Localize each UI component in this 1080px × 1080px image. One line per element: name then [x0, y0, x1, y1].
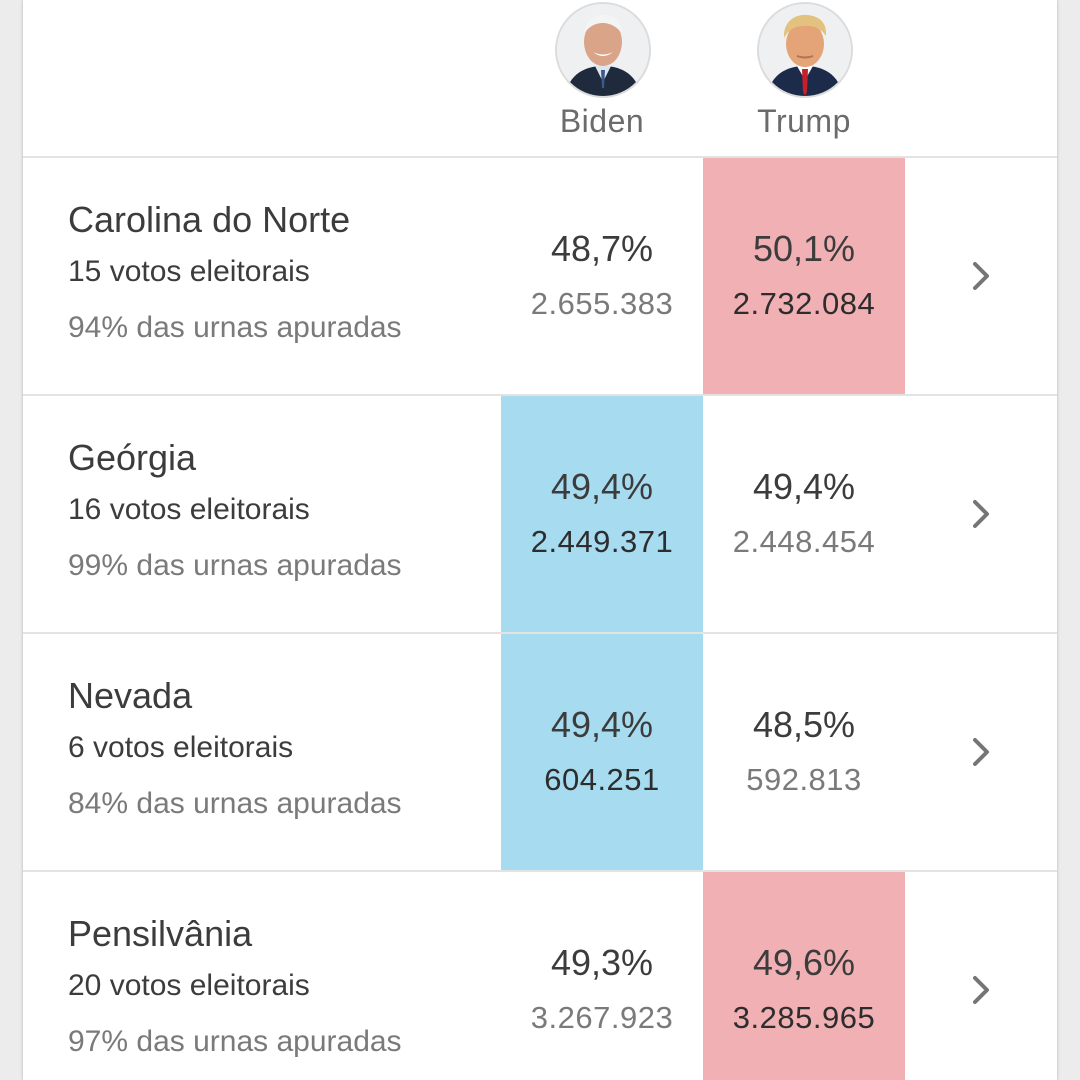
state-name: Nevada [68, 675, 193, 716]
state-info: Geórgia 16 votos eleitorais 99% das urna… [68, 436, 508, 584]
results-card: Biden Trump Carolina do Norte 15 votos e… [23, 0, 1057, 1080]
biden-percentage: 48,7% [550, 228, 654, 269]
chevron-right-icon[interactable] [963, 258, 999, 294]
trump-result-cell: 49,4% 2.448.454 [703, 396, 905, 632]
biden-avatar-icon [555, 2, 651, 98]
counted-percentage: 99% das urnas apuradas [68, 549, 402, 582]
biden-vote-count: 2.655.383 [530, 286, 674, 321]
trump-vote-count: 2.448.454 [732, 524, 876, 559]
trump-vote-count: 3.285.965 [732, 1000, 876, 1035]
state-name: Carolina do Norte [68, 199, 351, 240]
state-name: Geórgia [68, 437, 197, 478]
counted-percentage: 97% das urnas apuradas [68, 1025, 402, 1058]
chevron-right-icon[interactable] [963, 496, 999, 532]
electoral-votes: 6 votos eleitorais [68, 731, 294, 764]
biden-result-cell: 49,4% 604.251 [501, 634, 703, 870]
counted-percentage: 94% das urnas apuradas [68, 311, 402, 344]
trump-result-cell: 50,1% 2.732.084 [703, 158, 905, 394]
trump-percentage: 49,6% [752, 942, 856, 983]
biden-vote-count: 604.251 [544, 762, 660, 797]
biden-result-cell: 49,4% 2.449.371 [501, 396, 703, 632]
trump-result-cell: 49,6% 3.285.965 [703, 872, 905, 1080]
electoral-votes: 15 votos eleitorais [68, 255, 310, 288]
candidate-trump: Trump [703, 0, 905, 156]
trump-result-cell: 48,5% 592.813 [703, 634, 905, 870]
candidate-name-trump: Trump [757, 103, 851, 139]
trump-percentage: 48,5% [752, 704, 856, 745]
chevron-right-icon[interactable] [963, 734, 999, 770]
candidate-biden: Biden [501, 0, 703, 156]
electoral-votes: 16 votos eleitorais [68, 493, 310, 526]
trump-avatar-icon [757, 2, 853, 98]
trump-vote-count: 2.732.084 [732, 286, 876, 321]
state-row-georgia[interactable]: Geórgia 16 votos eleitorais 99% das urna… [23, 396, 1057, 634]
state-info: Carolina do Norte 15 votos eleitorais 94… [68, 198, 508, 346]
trump-percentage: 49,4% [752, 466, 856, 507]
candidates-header: Biden Trump [23, 0, 1057, 158]
biden-percentage: 49,4% [550, 704, 654, 745]
biden-percentage: 49,4% [550, 466, 654, 507]
state-row-carolina-do-norte[interactable]: Carolina do Norte 15 votos eleitorais 94… [23, 158, 1057, 396]
state-info: Nevada 6 votos eleitorais 84% das urnas … [68, 674, 508, 822]
biden-vote-count: 2.449.371 [530, 524, 674, 559]
state-name: Pensilvânia [68, 913, 253, 954]
state-row-pensilvania[interactable]: Pensilvânia 20 votos eleitorais 97% das … [23, 872, 1057, 1080]
state-row-nevada[interactable]: Nevada 6 votos eleitorais 84% das urnas … [23, 634, 1057, 872]
trump-percentage: 50,1% [752, 228, 856, 269]
trump-vote-count: 592.813 [746, 762, 862, 797]
counted-percentage: 84% das urnas apuradas [68, 787, 402, 820]
chevron-right-icon[interactable] [963, 972, 999, 1008]
biden-percentage: 49,3% [550, 942, 654, 983]
electoral-votes: 20 votos eleitorais [68, 969, 310, 1002]
biden-result-cell: 49,3% 3.267.923 [501, 872, 703, 1080]
biden-vote-count: 3.267.923 [530, 1000, 674, 1035]
biden-result-cell: 48,7% 2.655.383 [501, 158, 703, 394]
candidate-name-biden: Biden [559, 103, 645, 139]
state-info: Pensilvânia 20 votos eleitorais 97% das … [68, 912, 508, 1060]
